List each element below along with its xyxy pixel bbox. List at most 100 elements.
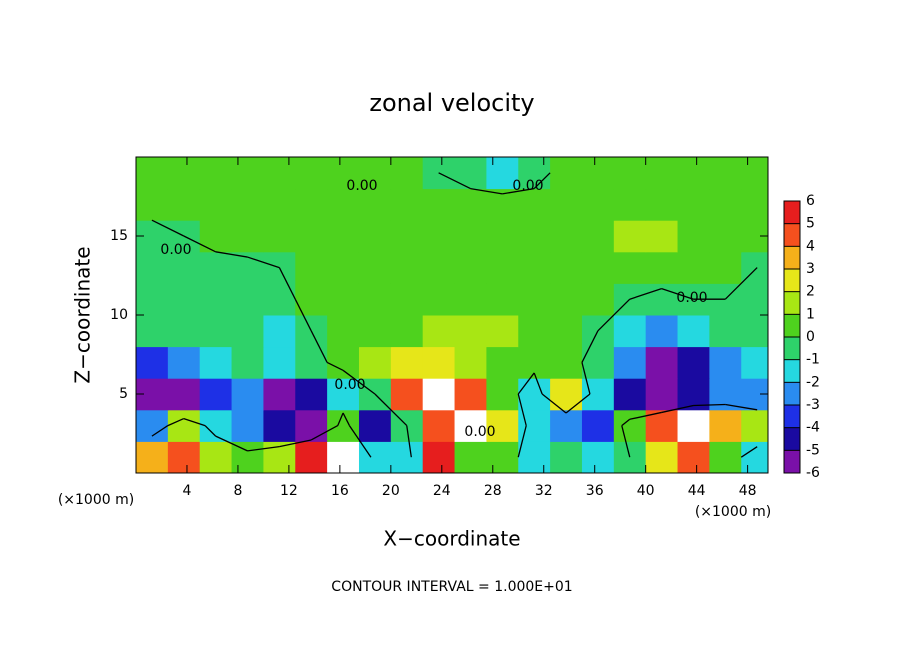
cell xyxy=(263,188,296,221)
contour-line xyxy=(310,330,328,363)
cell xyxy=(231,315,264,348)
cell xyxy=(231,409,264,442)
cell xyxy=(518,441,551,473)
x-tick-label: 16 xyxy=(331,483,349,499)
cell xyxy=(486,378,519,411)
contour-label: 0.00 xyxy=(334,377,365,393)
colorbar-swatch xyxy=(784,427,800,451)
cell xyxy=(645,157,679,190)
cell xyxy=(518,315,551,348)
cell xyxy=(454,378,487,411)
cell xyxy=(231,157,264,190)
cell xyxy=(358,251,392,284)
cell xyxy=(295,346,328,379)
contour-line xyxy=(406,425,412,458)
cell xyxy=(741,409,768,442)
contour-line xyxy=(183,235,216,253)
contour-line xyxy=(629,288,662,300)
contour-line xyxy=(167,417,185,427)
cell xyxy=(518,251,551,284)
x-tick-label: 8 xyxy=(233,483,242,499)
contour-line xyxy=(215,251,248,258)
cell xyxy=(327,283,360,316)
cell xyxy=(199,188,233,221)
cell xyxy=(645,441,679,473)
contour-label: 0.00 xyxy=(346,178,377,194)
cell xyxy=(581,157,615,190)
contour-line xyxy=(517,372,535,395)
colorbar-label: 0 xyxy=(806,329,815,345)
cell xyxy=(613,157,647,190)
cell xyxy=(231,378,264,411)
colorbar-label: -1 xyxy=(806,352,820,368)
cell xyxy=(167,157,201,190)
colorbar-label: -4 xyxy=(806,420,820,436)
cell xyxy=(741,346,768,379)
cell xyxy=(327,409,360,442)
contour-line xyxy=(541,393,567,414)
cell xyxy=(486,409,519,442)
cell xyxy=(741,283,768,316)
cell xyxy=(199,283,233,316)
cell xyxy=(741,220,768,253)
cell xyxy=(454,409,487,442)
x-tick-label: 20 xyxy=(382,483,400,499)
colorbar-label: -6 xyxy=(806,465,820,481)
cell xyxy=(645,315,679,348)
cell xyxy=(741,441,768,473)
cell xyxy=(677,409,710,442)
contour-line xyxy=(294,298,312,332)
cell xyxy=(327,315,360,348)
cell xyxy=(263,315,296,348)
cell xyxy=(136,283,169,316)
cell xyxy=(550,378,583,411)
cell xyxy=(167,346,201,379)
x-tick-label: 48 xyxy=(739,483,757,499)
colorbar-swatch xyxy=(784,291,800,315)
cell xyxy=(741,315,768,348)
cell xyxy=(199,315,233,348)
cell xyxy=(199,346,233,379)
cell xyxy=(613,441,647,473)
cell xyxy=(167,283,201,316)
cell xyxy=(422,346,456,379)
cell xyxy=(422,315,456,348)
x-unit-label: (×1000 m) xyxy=(695,504,771,520)
cell xyxy=(709,315,742,348)
cell xyxy=(550,441,583,473)
x-tick-label: 40 xyxy=(637,483,655,499)
colorbar-label: 6 xyxy=(806,193,815,209)
cell xyxy=(295,157,328,190)
cell xyxy=(613,315,647,348)
cell xyxy=(295,441,328,473)
footer: CONTOUR INTERVAL = 1.000E+01 xyxy=(331,579,572,595)
cell xyxy=(199,441,233,473)
cell xyxy=(136,441,169,473)
cell xyxy=(390,188,424,221)
cell xyxy=(295,283,328,316)
cell xyxy=(136,188,169,221)
cell xyxy=(550,315,583,348)
cell xyxy=(645,220,679,253)
cell xyxy=(486,251,519,284)
cell xyxy=(550,409,583,442)
contour-label: 0.00 xyxy=(676,290,707,306)
field xyxy=(136,157,768,473)
cell xyxy=(741,378,768,411)
cell xyxy=(645,188,679,221)
contour-line xyxy=(661,404,694,414)
contour-line xyxy=(565,393,591,414)
cell xyxy=(167,251,201,284)
cell xyxy=(613,251,647,284)
cell xyxy=(167,378,201,411)
cell xyxy=(422,283,456,316)
cell xyxy=(550,157,583,190)
colorbar-swatch xyxy=(784,337,800,360)
cell xyxy=(136,409,169,442)
cell xyxy=(454,188,487,221)
cell xyxy=(390,346,424,379)
cell xyxy=(613,378,647,411)
cell xyxy=(136,315,169,348)
contour-label: 0.00 xyxy=(512,178,543,194)
